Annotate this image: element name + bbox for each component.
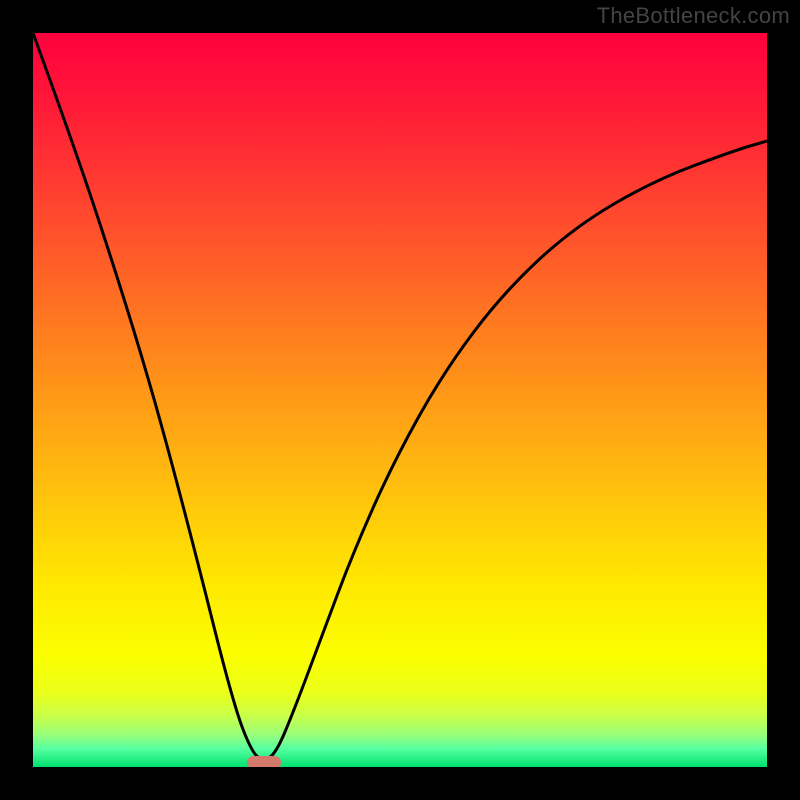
bottleneck-curve — [33, 33, 767, 767]
watermark-text: TheBottleneck.com — [597, 3, 790, 29]
chart-frame: TheBottleneck.com — [0, 0, 800, 800]
curve-path — [33, 33, 767, 759]
plot-area — [33, 33, 767, 767]
bottleneck-marker — [247, 756, 281, 768]
